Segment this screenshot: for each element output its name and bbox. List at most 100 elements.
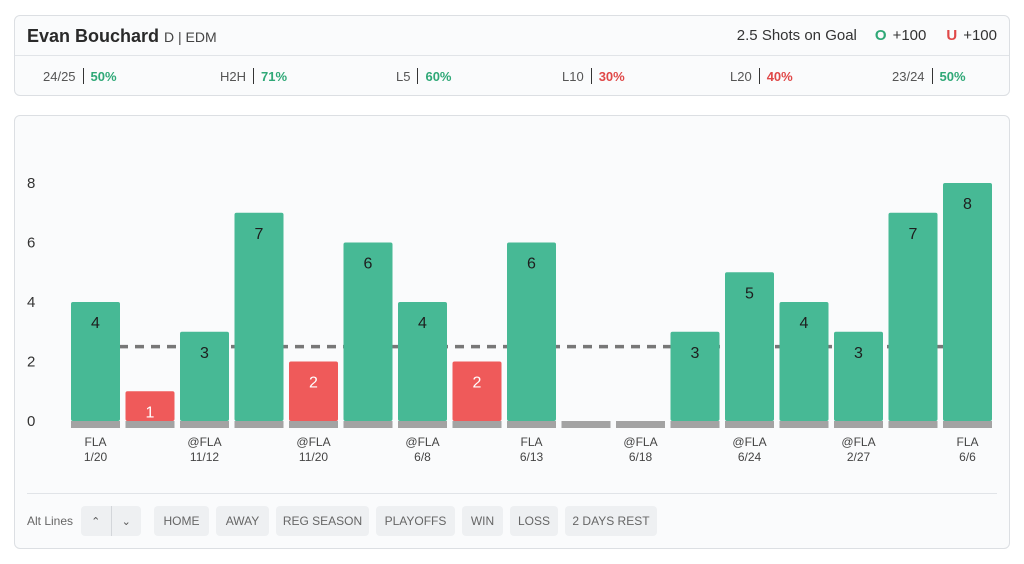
over-odds: +100: [892, 27, 927, 44]
bar: [452, 361, 502, 421]
bar-value-label: 6: [527, 256, 536, 273]
stat-separator: [590, 68, 592, 84]
stat-label: H2H: [220, 68, 247, 84]
x-tick-date: 6/13: [520, 450, 544, 464]
chevron-up-icon[interactable]: ⌃: [91, 515, 101, 528]
stat-3: L10 30%: [562, 68, 625, 84]
bar-value-label: 6: [364, 256, 373, 273]
bar-value-label: 3: [200, 345, 209, 362]
bar-baseline: [725, 421, 774, 428]
bar-baseline: [561, 421, 611, 428]
header-divider: [15, 55, 1009, 56]
bar-baseline: [398, 421, 447, 428]
bar: [670, 331, 720, 421]
filter-button-loss[interactable]: LOSS: [510, 506, 558, 536]
under-letter: U: [946, 27, 958, 44]
bar: [834, 331, 883, 421]
stat-separator: [758, 68, 760, 84]
bar-value-label: 8: [963, 196, 972, 213]
bar: [180, 331, 229, 421]
x-tick-opponent: FLA: [520, 435, 542, 449]
stat-separator: [931, 68, 933, 84]
x-tick-date: 2/27: [847, 450, 871, 464]
alt-lines-label: Alt Lines: [27, 514, 74, 528]
bar-value-label: 4: [418, 315, 427, 332]
stat-label: L20: [730, 68, 752, 84]
bar: [125, 391, 175, 421]
x-tick-date: 6/6: [959, 450, 976, 464]
bar: [888, 212, 938, 421]
filter-button-reg-season[interactable]: REG SEASON: [276, 506, 369, 536]
bar-value-label: 3: [691, 345, 700, 362]
bar-baseline: [834, 421, 883, 428]
x-tick-date: 11/12: [190, 450, 219, 464]
stat-label: L5: [396, 68, 411, 84]
bar-baseline: [507, 421, 556, 428]
stat-value: 60%: [425, 68, 452, 84]
bar: [943, 183, 992, 421]
stat-label: 23/24: [892, 68, 925, 84]
bar: [71, 302, 120, 421]
stat-value: 71%: [261, 68, 288, 84]
chevron-down-icon[interactable]: ⌄: [110, 506, 142, 536]
x-tick-opponent: @FLA: [623, 435, 657, 449]
stat-separator: [253, 68, 255, 84]
stat-separator: [417, 68, 419, 84]
bar-value-label: 5: [745, 285, 754, 302]
x-tick-date: 6/24: [738, 450, 762, 464]
bar-value-label: 4: [91, 315, 100, 332]
bar: [234, 212, 284, 421]
x-tick-date: 1/20: [84, 450, 108, 464]
y-tick-label: 2: [27, 354, 35, 371]
header-card: Evan Bouchard D | EDM 2.5 Shots on Goal …: [14, 15, 1010, 96]
bar: [289, 361, 338, 421]
y-tick-label: 0: [27, 413, 35, 430]
bar-baseline: [234, 421, 284, 428]
filter-divider: [27, 493, 997, 494]
bar: [779, 302, 829, 421]
stat-5: 23/24 50%: [892, 68, 966, 84]
y-tick-label: 6: [27, 235, 35, 252]
x-tick-opponent: @FLA: [296, 435, 330, 449]
bar-baseline: [670, 421, 720, 428]
x-tick-opponent: @FLA: [187, 435, 221, 449]
filter-bar: Alt Lines ⌃ ⌄ HOME AWAY REG SEASON PLAYOFFS…: [15, 493, 1009, 542]
filter-button-win[interactable]: WIN: [462, 506, 503, 536]
prop-label: 2.5 Shots on Goal: [736, 27, 857, 44]
bar-baseline: [616, 421, 665, 428]
x-tick-opponent: @FLA: [841, 435, 875, 449]
filter-button-playoffs[interactable]: PLAYOFFS: [376, 506, 455, 536]
prop-line: 2.5 Shots on Goal O +100 U +100: [737, 27, 997, 44]
x-tick-opponent: FLA: [84, 435, 106, 449]
bar-baseline: [343, 421, 393, 428]
y-tick-label: 4: [27, 294, 35, 311]
alt-lines-stepper: ⌃ ⌄: [81, 506, 141, 536]
stat-value: 40%: [766, 68, 793, 84]
filter-button-away[interactable]: AWAY: [216, 506, 269, 536]
filter-button-home[interactable]: HOME: [154, 506, 209, 536]
bar-chart: 02468413726426354378FLA1/20@FLA11/12@FLA…: [27, 175, 997, 464]
stat-value: 30%: [598, 68, 625, 84]
player-name: Evan Bouchard: [27, 26, 160, 46]
bar-baseline: [125, 421, 175, 428]
chart-card: 0 2 4 6 8 4 1 3 7 2 6 4 2 6 3 5 4 3 7 8 FLA 1/20 @FLA 11/12 @FLA…: [14, 115, 1010, 549]
stat-0: 24/25 50%: [43, 68, 117, 84]
stat-2: L5 60%: [396, 68, 452, 84]
filter-button-2-days-rest[interactable]: 2 DAYS REST: [565, 506, 657, 536]
bar: [398, 302, 447, 421]
bar-value-label: 2: [309, 375, 318, 392]
under-odds: +100: [963, 27, 997, 44]
bar-baseline: [452, 421, 502, 428]
bar-value-label: 1: [146, 404, 155, 421]
x-tick-opponent: @FLA: [405, 435, 439, 449]
stat-label: 24/25: [43, 68, 76, 84]
bar-baseline: [888, 421, 938, 428]
bar-value-label: 3: [854, 345, 863, 362]
over-letter: O: [874, 27, 887, 44]
x-tick-opponent: FLA: [956, 435, 978, 449]
x-tick-date: 6/8: [414, 450, 431, 464]
bar: [507, 242, 556, 421]
stat-1: H2H 71%: [220, 68, 287, 84]
bar-baseline: [943, 421, 992, 428]
bar-baseline: [71, 421, 120, 428]
